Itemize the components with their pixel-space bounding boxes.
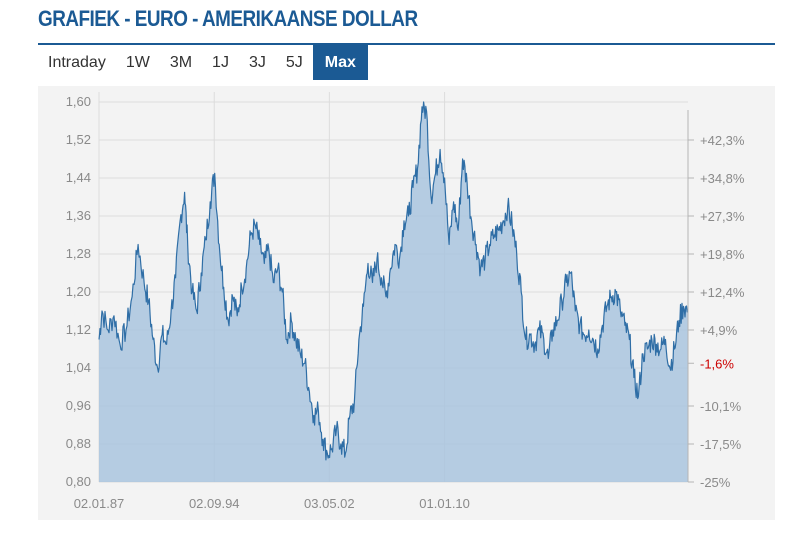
x-tick-label: 01.01.10 <box>419 496 470 511</box>
tab-1j[interactable]: 1J <box>212 54 229 71</box>
x-axis: 02.01.87 02.09.94 03.05.02 01.01.10 <box>74 496 470 511</box>
tab-max[interactable]: Max <box>312 45 368 80</box>
right-tick-label: +27,3% <box>700 209 745 224</box>
y-tick-label: 0,80 <box>66 474 91 489</box>
tab-5j[interactable]: 5J <box>285 54 303 71</box>
range-tabs: Intraday 1W 3M 1J 3J 5J Max <box>38 45 368 80</box>
y-tick-label: 1,44 <box>66 170 91 185</box>
y-tick-label: 1,28 <box>66 246 91 261</box>
tab-3j[interactable]: 3J <box>248 54 266 71</box>
right-tick-label: +4,9% <box>700 323 738 338</box>
right-tick-label: +19,8% <box>700 247 745 262</box>
right-tick-label: -17,5% <box>700 437 742 452</box>
right-tick-label: +12,4% <box>700 285 745 300</box>
y-tick-label: 1,60 <box>66 94 91 109</box>
right-tick-label: +42,3% <box>700 133 745 148</box>
y-tick-label: 0,88 <box>66 436 91 451</box>
tab-3m[interactable]: 3M <box>169 54 193 71</box>
x-tick-label: 03.05.02 <box>304 496 355 511</box>
y-tick-label: 1,20 <box>66 284 91 299</box>
right-tick-label: -25% <box>700 475 731 490</box>
right-tick-label: -10,1% <box>700 399 742 414</box>
x-tick-label: 02.09.94 <box>189 496 240 511</box>
series-line <box>98 101 689 461</box>
y-tick-label: 1,12 <box>66 322 91 337</box>
right-tick-label: -1,6% <box>700 356 734 371</box>
y-tick-label: 1,36 <box>66 208 91 223</box>
title-divider <box>38 43 775 45</box>
tab-intraday[interactable]: Intraday <box>48 54 106 71</box>
y-tick-label: 1,52 <box>66 132 91 147</box>
tab-1w[interactable]: 1W <box>125 54 150 71</box>
y-axis-left: 1,60 1,52 1,44 1,36 1,28 1,20 1,12 1,04 0,96 0,88… <box>66 94 91 489</box>
y-tick-label: 0,96 <box>66 398 91 413</box>
right-tick-label: +34,8% <box>700 171 745 186</box>
x-tick-label: 02.01.87 <box>74 496 125 511</box>
page-title: GRAFIEK - EURO - AMERIKAANSE DOLLAR <box>38 6 418 31</box>
y-axis-right: +42,3% +34,8% +27,3% +19,8% +12,4% +4,9% -1,6%… <box>687 110 745 490</box>
y-tick-label: 1,04 <box>66 360 91 375</box>
chart-series <box>98 101 689 482</box>
series-area <box>99 102 688 482</box>
